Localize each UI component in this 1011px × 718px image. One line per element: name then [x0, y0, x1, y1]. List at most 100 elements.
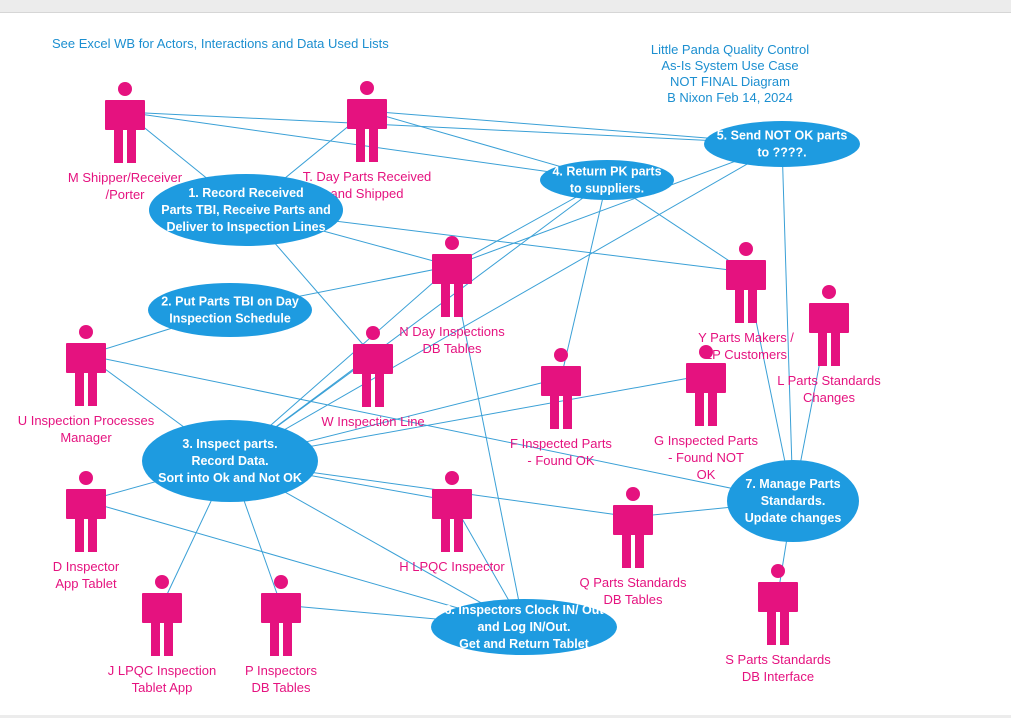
actor-figure-icon — [613, 487, 653, 568]
actor-w[interactable]: W Inspection Line — [321, 326, 425, 429]
actor-figure-icon — [432, 236, 472, 317]
actor-figure-icon — [726, 242, 766, 323]
actor-label: - Found NOT — [668, 450, 744, 465]
actor-figure-icon — [261, 575, 301, 656]
use-case-layer: 1. Record Received Parts TBI, Receive Par… — [142, 121, 860, 655]
diagram-title-block: Little Panda Quality Control As-Is Syste… — [620, 42, 840, 106]
association-line-M-4 — [124, 111, 608, 181]
association-line-4-F — [560, 179, 608, 379]
actor-label: and Shipped — [330, 186, 403, 201]
actor-label: S Parts Standards — [725, 652, 831, 667]
note-excel-reference: See Excel WB for Actors, Interactions an… — [52, 36, 389, 51]
diagram-canvas: See Excel WB for Actors, Interactions an… — [0, 12, 1011, 715]
use-case-label: Inspection Schedule — [169, 312, 291, 326]
actor-label: Y Parts Makers / — [698, 330, 794, 345]
use-case-label: 3. Inspect parts. — [182, 437, 277, 451]
actor-label: M Shipper/Receiver — [68, 170, 183, 185]
actor-figure-icon — [142, 575, 182, 656]
association-line-5-7 — [781, 143, 794, 502]
actor-figure-icon — [66, 325, 106, 406]
actor-y[interactable]: Y Parts Makers / LP Customers — [698, 242, 794, 362]
use-case-label: 5. Send NOT OK parts — [717, 129, 848, 143]
title-line: As-Is System Use Case — [661, 58, 799, 73]
actor-label: Manager — [60, 430, 112, 445]
use-case-ellipse — [704, 121, 860, 167]
association-line-5-N — [451, 143, 783, 267]
use-case-ellipse — [149, 174, 343, 246]
association-line-N-6 — [451, 265, 525, 628]
use-case-label: Update changes — [745, 511, 842, 525]
use-case-2[interactable]: 2. Put Parts TBI on Day Inspection Schedu… — [148, 283, 312, 337]
actor-figure-icon — [758, 564, 798, 645]
use-case-ellipse — [148, 283, 312, 337]
actor-u[interactable]: U Inspection Processes Manager — [18, 325, 155, 445]
use-case-label: 2. Put Parts TBI on Day — [161, 295, 299, 309]
use-case-diagram: M Shipper/Receiver/Porter T. Day Parts Re… — [18, 81, 881, 695]
use-case-ellipse — [142, 420, 318, 502]
actor-m[interactable]: M Shipper/Receiver/Porter — [68, 82, 183, 202]
use-case-7[interactable]: 7. Manage Parts Standards. Update changes — [727, 460, 859, 542]
use-case-label: Standards. — [761, 494, 826, 508]
actor-label: U Inspection Processes — [18, 413, 155, 428]
actor-label: G Inspected Parts — [654, 433, 759, 448]
actor-g[interactable]: G Inspected Parts - Found NOT OK — [654, 345, 759, 482]
actor-layer: M Shipper/Receiver/Porter T. Day Parts Re… — [18, 81, 881, 695]
actor-label: J LPQC Inspection — [108, 663, 216, 678]
use-case-ellipse — [431, 599, 617, 655]
actor-n[interactable]: N Day Inspections DB Tables — [399, 236, 505, 356]
actor-label: /Porter — [105, 187, 145, 202]
actor-q[interactable]: Q Parts Standards DB Tables — [580, 487, 687, 607]
actor-figure-icon — [432, 471, 472, 552]
actor-figure-icon — [66, 471, 106, 552]
use-case-ellipse — [727, 460, 859, 542]
use-case-ellipse — [540, 160, 674, 200]
use-case-label: 6. Inspectors Clock IN/ Out — [444, 603, 604, 617]
use-case-label: Record Data. — [191, 454, 268, 468]
use-case-4[interactable]: 4. Return PK parts to suppliers. — [540, 160, 674, 200]
actor-label: Changes — [803, 390, 856, 405]
actor-figure-icon — [809, 285, 849, 366]
title-line: Little Panda Quality Control — [650, 42, 810, 57]
actor-f[interactable]: F Inspected Parts - Found OK — [510, 348, 612, 468]
actor-l[interactable]: L Parts Standards Changes — [777, 285, 881, 405]
actor-label: DB Tables — [603, 592, 663, 607]
use-case-3[interactable]: 3. Inspect parts. Record Data. Sort into O… — [142, 420, 318, 502]
use-case-6[interactable]: 6. Inspectors Clock IN/ Out and Log IN/Ou… — [431, 599, 617, 655]
actor-label: OK — [697, 467, 716, 482]
use-case-label: 7. Manage Parts — [745, 477, 840, 491]
actor-label: Tablet App — [132, 680, 193, 695]
actor-figure-icon — [541, 348, 581, 429]
actor-figure-icon — [347, 81, 387, 162]
association-line-5-3 — [229, 143, 783, 462]
association-line-D-6 — [85, 500, 525, 628]
actor-j[interactable]: J LPQC Inspection Tablet App — [108, 575, 216, 695]
actor-figure-icon — [686, 345, 726, 426]
association-line-M-5 — [124, 111, 783, 145]
association-line-U-7 — [85, 354, 794, 502]
actor-label: Q Parts Standards — [580, 575, 687, 590]
actor-figure-icon — [105, 82, 145, 163]
use-case-label: Get and Return Tablet — [459, 637, 589, 651]
use-case-label: to ????. — [757, 146, 806, 160]
association-line-4-3 — [229, 179, 608, 462]
use-case-label: Deliver to Inspection Lines — [166, 220, 325, 234]
actor-d[interactable]: D Inspector App Tablet — [53, 471, 120, 591]
use-case-5[interactable]: 5. Send NOT OK parts to ????. — [704, 121, 860, 167]
actor-label: W Inspection Line — [321, 414, 424, 429]
actor-label: H LPQC Inspector — [399, 559, 505, 574]
actor-t[interactable]: T. Day Parts Received and Shipped — [303, 81, 432, 201]
actor-label: P Inspectors — [245, 663, 318, 678]
use-case-label: Sort into Ok and Not OK — [158, 471, 302, 485]
actor-s[interactable]: S Parts Standards DB Interface — [725, 564, 831, 684]
actor-label: L Parts Standards — [777, 373, 881, 388]
actor-label: DB Tables — [422, 341, 482, 356]
use-case-1[interactable]: 1. Record Received Parts TBI, Receive Par… — [149, 174, 343, 246]
actor-label: App Tablet — [55, 576, 117, 591]
use-case-label: Parts TBI, Receive Parts and — [161, 203, 331, 217]
use-case-label: and Log IN/Out. — [477, 620, 570, 634]
actor-p[interactable]: P Inspectors DB Tables — [245, 575, 318, 695]
actor-h[interactable]: H LPQC Inspector — [399, 471, 505, 574]
actor-label: DB Tables — [251, 680, 311, 695]
actor-label: N Day Inspections — [399, 324, 505, 339]
actor-figure-icon — [353, 326, 393, 407]
